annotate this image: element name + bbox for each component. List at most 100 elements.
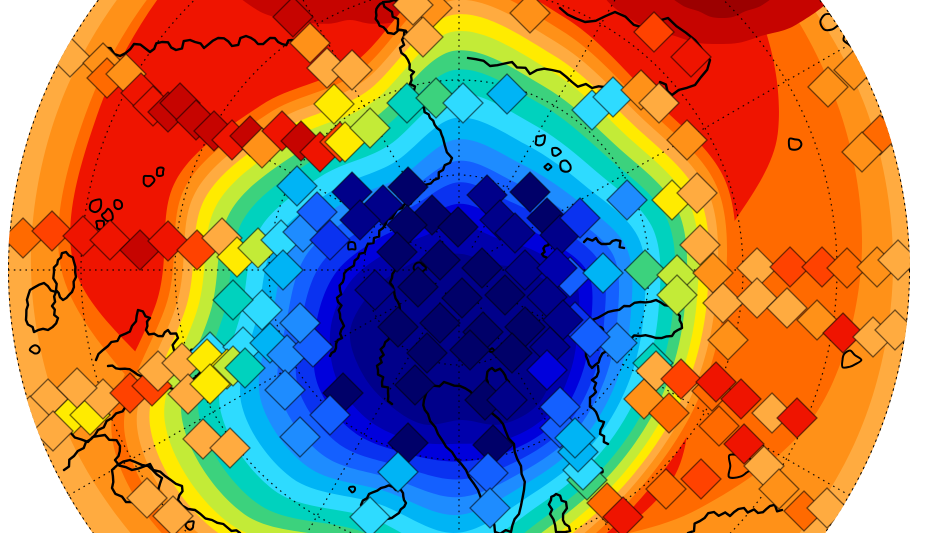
- islet: [100, 207, 114, 223]
- station-marker: [769, 246, 811, 288]
- station-marker: [494, 212, 536, 254]
- station-marker: [554, 417, 596, 459]
- station-marker: [469, 487, 511, 529]
- contour-band-darkest-red-top-right: [664, 0, 780, 18]
- islet: [155, 166, 165, 177]
- contour-band-dark-red-corner: [892, 0, 910, 32]
- station-marker: [648, 392, 690, 434]
- islet: [534, 134, 547, 147]
- station-marker: [526, 349, 568, 391]
- island-coastline: [24, 281, 60, 334]
- islet: [184, 520, 195, 531]
- station-marker: [877, 239, 910, 281]
- station-markers: [8, 0, 910, 533]
- islet: [840, 349, 863, 369]
- coastline: [686, 503, 784, 533]
- station-marker: [656, 274, 698, 316]
- station-marker: [377, 306, 419, 348]
- islet: [551, 146, 562, 157]
- station-marker: [826, 247, 868, 289]
- station-marker: [822, 312, 864, 354]
- islet: [113, 199, 124, 211]
- station-marker: [660, 358, 702, 400]
- station-marker: [354, 269, 396, 311]
- island-coastline: [547, 492, 572, 533]
- islet: [347, 485, 357, 494]
- station-marker: [419, 302, 461, 344]
- station-marker: [758, 468, 800, 510]
- station-marker: [392, 0, 434, 26]
- station-marker: [402, 16, 444, 58]
- station-marker: [289, 22, 331, 64]
- station-marker: [126, 477, 168, 519]
- station-marker: [397, 266, 439, 308]
- station-marker: [720, 378, 762, 420]
- islet: [88, 198, 103, 214]
- station-marker: [582, 252, 624, 294]
- station-marker: [484, 274, 526, 316]
- station-marker: [504, 249, 546, 291]
- station-marker: [313, 83, 355, 125]
- islet: [28, 344, 41, 355]
- station-marker: [296, 191, 338, 233]
- station-marker: [406, 332, 448, 374]
- station-marker: [437, 206, 479, 248]
- meridian-line: [471, 0, 686, 248]
- station-marker: [723, 423, 765, 465]
- station-marker: [624, 249, 666, 291]
- station-marker: [509, 171, 551, 213]
- station-marker: [461, 247, 503, 289]
- station-marker: [676, 172, 718, 214]
- station-marker: [152, 495, 194, 533]
- station-marker: [189, 363, 231, 405]
- station-marker: [62, 215, 104, 257]
- station-marker: [449, 329, 491, 371]
- islet: [787, 137, 803, 151]
- station-marker: [279, 416, 321, 458]
- islet: [559, 159, 572, 173]
- meridian-line: [481, 282, 850, 497]
- coastline: [582, 236, 626, 250]
- station-marker: [209, 427, 251, 469]
- station-marker: [349, 107, 391, 149]
- station-marker: [559, 197, 601, 239]
- islet: [543, 162, 553, 172]
- station-marker: [707, 319, 749, 361]
- station-marker: [539, 386, 581, 428]
- station-marker: [569, 316, 611, 358]
- station-marker: [262, 249, 304, 291]
- station-marker: [698, 405, 740, 447]
- station-marker: [486, 73, 528, 115]
- station-marker: [633, 11, 675, 53]
- station-marker: [309, 219, 351, 261]
- station-marker: [666, 119, 708, 161]
- station-marker: [31, 210, 73, 252]
- coastline: [588, 364, 610, 446]
- islet: [863, 51, 877, 67]
- station-marker: [695, 361, 737, 403]
- station-marker: [491, 332, 533, 374]
- station-marker: [224, 347, 266, 389]
- station-marker: [264, 369, 306, 411]
- station-marker: [645, 468, 687, 510]
- islet: [142, 174, 156, 188]
- station-marker: [670, 36, 712, 78]
- station-marker: [766, 287, 808, 329]
- station-marker: [394, 364, 436, 406]
- station-marker: [638, 82, 680, 124]
- station-marker: [331, 49, 373, 91]
- station-marker: [32, 410, 74, 452]
- station-marker: [807, 66, 849, 108]
- station-marker: [279, 302, 321, 344]
- station-marker: [441, 277, 483, 319]
- station-marker: [679, 224, 721, 266]
- station-marker: [56, 367, 98, 409]
- coastline: [558, 6, 712, 97]
- island-coastline: [52, 250, 78, 302]
- station-marker: [602, 496, 644, 533]
- station-marker: [606, 179, 648, 221]
- station-marker: [309, 394, 351, 436]
